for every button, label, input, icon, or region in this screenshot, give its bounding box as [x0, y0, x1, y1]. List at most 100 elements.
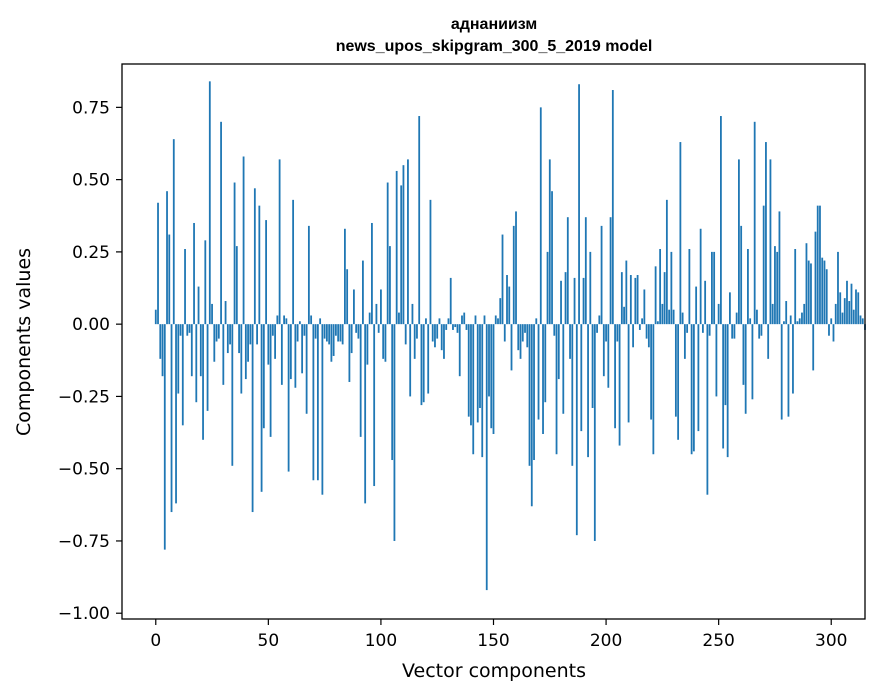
- y-tick-label: −0.25: [58, 387, 110, 407]
- bar: [206, 324, 209, 411]
- bar: [672, 309, 675, 325]
- bar: [310, 315, 313, 325]
- bar: [229, 324, 231, 345]
- bar: [278, 159, 281, 325]
- bar: [733, 324, 736, 339]
- bar: [810, 263, 812, 325]
- bar: [222, 324, 225, 385]
- y-tick-label: 0.00: [72, 315, 110, 335]
- bar: [735, 312, 738, 325]
- bar: [440, 324, 443, 351]
- bar: [328, 324, 331, 345]
- bar: [476, 324, 479, 423]
- bar: [670, 251, 673, 325]
- bar: [373, 324, 376, 487]
- bar: [591, 324, 594, 408]
- bar: [422, 324, 425, 403]
- bar: [843, 298, 846, 325]
- bar: [411, 303, 414, 325]
- bar: [418, 116, 421, 325]
- bar: [429, 199, 432, 325]
- bar: [654, 266, 657, 325]
- bar: [609, 217, 612, 325]
- bar: [744, 324, 747, 414]
- bar: [706, 324, 709, 495]
- bar: [244, 324, 247, 380]
- bar: [323, 324, 326, 339]
- bar: [593, 324, 596, 541]
- bar: [816, 205, 819, 325]
- bar: [683, 324, 686, 359]
- bar: [256, 324, 258, 345]
- bar: [285, 318, 288, 325]
- bar: [762, 205, 765, 325]
- bar: [193, 222, 195, 325]
- bar: [479, 324, 481, 408]
- bar: [199, 324, 202, 377]
- bar: [519, 324, 522, 359]
- bar: [738, 159, 740, 325]
- bar: [652, 324, 655, 455]
- bar: [186, 324, 189, 336]
- bar: [690, 324, 693, 455]
- bar: [701, 324, 704, 333]
- bar: [177, 324, 180, 394]
- bar: [330, 324, 333, 362]
- bar: [449, 277, 452, 325]
- bar: [589, 251, 592, 325]
- bar: [832, 324, 835, 342]
- bar: [729, 292, 731, 325]
- bar: [368, 312, 371, 325]
- bar: [321, 324, 324, 495]
- bar: [587, 324, 589, 458]
- bar: [792, 324, 794, 394]
- bar: [283, 315, 286, 325]
- bar: [855, 289, 857, 325]
- bar: [292, 199, 295, 325]
- bar: [841, 312, 844, 325]
- bar: [163, 324, 166, 550]
- y-tick-label: 0.50: [72, 171, 110, 191]
- bar: [393, 324, 396, 541]
- bar: [316, 324, 319, 481]
- bar: [645, 324, 648, 339]
- bar: [848, 301, 851, 325]
- bar: [485, 324, 488, 591]
- bar: [825, 269, 828, 325]
- bar: [535, 318, 538, 325]
- bar: [560, 280, 562, 325]
- bar: [179, 324, 182, 336]
- bar: [771, 303, 774, 325]
- bar: [656, 321, 659, 325]
- bar: [553, 324, 556, 336]
- bar: [501, 234, 504, 325]
- bar: [661, 303, 664, 325]
- bar: [634, 277, 637, 325]
- bar: [767, 324, 770, 359]
- bar: [850, 283, 853, 325]
- bar: [470, 324, 472, 426]
- bar: [551, 191, 553, 325]
- bar: [623, 306, 625, 325]
- bar: [490, 324, 493, 429]
- bar: [724, 324, 727, 406]
- bar: [341, 324, 344, 345]
- x-tick-label: 100: [365, 631, 397, 651]
- bar: [751, 324, 754, 400]
- bar: [625, 260, 628, 325]
- bar: [765, 142, 767, 325]
- bar: [400, 185, 403, 325]
- bar: [375, 303, 378, 325]
- bar: [711, 251, 713, 325]
- bar: [573, 277, 576, 325]
- bar: [674, 324, 677, 417]
- bar: [627, 324, 630, 423]
- bar: [524, 324, 526, 333]
- bar: [798, 318, 801, 325]
- bar: [515, 211, 517, 325]
- bar: [276, 315, 279, 325]
- bar: [434, 324, 436, 348]
- bar: [445, 324, 448, 330]
- bar: [814, 231, 817, 325]
